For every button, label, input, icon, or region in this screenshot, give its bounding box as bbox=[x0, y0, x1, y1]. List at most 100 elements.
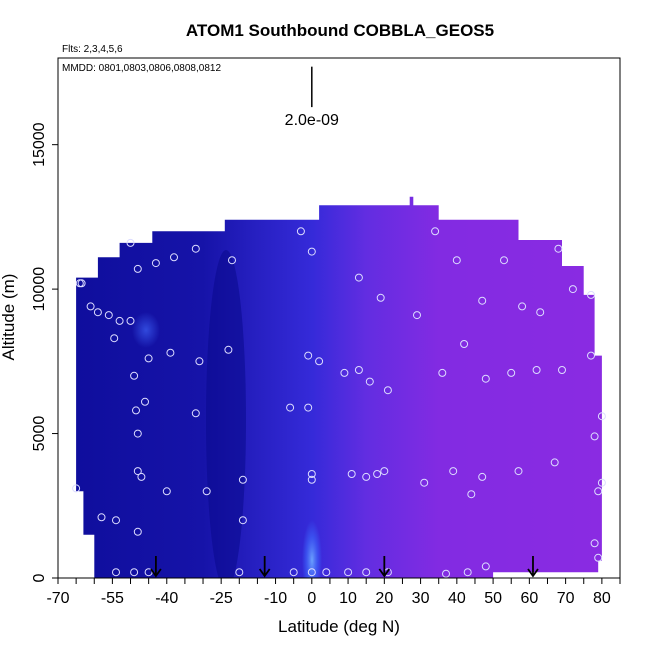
x-tick-label: 50 bbox=[484, 590, 502, 607]
sample-point bbox=[536, 308, 545, 317]
sample-point bbox=[460, 340, 469, 348]
sample-point bbox=[195, 357, 204, 366]
concentration-curtain bbox=[76, 196, 602, 578]
x-tick-label: -40 bbox=[155, 590, 178, 607]
sample-point bbox=[202, 487, 211, 496]
sample-point bbox=[354, 366, 363, 374]
x-tick-label: 0 bbox=[307, 590, 316, 607]
flight-arrow-head bbox=[258, 568, 271, 578]
flight-arrow-head bbox=[150, 568, 162, 578]
x-tick-label: -55 bbox=[101, 590, 124, 607]
x-tick-label: 20 bbox=[375, 590, 393, 607]
sample-point bbox=[126, 238, 135, 247]
sample-point bbox=[587, 290, 595, 299]
x-tick-label: 80 bbox=[593, 590, 611, 607]
x-tick-label: 10 bbox=[339, 590, 357, 607]
low-value-band bbox=[206, 250, 246, 578]
sample-point bbox=[514, 467, 523, 476]
flights-note: Flts: 2,3,4,5,6 bbox=[62, 44, 123, 55]
sample-point bbox=[431, 227, 440, 236]
sample-point bbox=[376, 293, 385, 302]
sample-point bbox=[115, 316, 124, 325]
sample-point bbox=[191, 409, 200, 418]
sample-point bbox=[289, 568, 298, 577]
sample-point bbox=[362, 568, 371, 577]
dates-note: MMDD: 0801,0803,0806,0808,0812 bbox=[62, 63, 221, 74]
sample-point bbox=[340, 368, 349, 377]
sample-point bbox=[166, 348, 175, 357]
x-tick-label: -25 bbox=[210, 590, 233, 607]
sample-point bbox=[144, 354, 153, 363]
sample-point bbox=[500, 256, 508, 265]
sample-point bbox=[130, 568, 139, 577]
sample-point bbox=[481, 374, 490, 383]
sample-point bbox=[104, 311, 113, 320]
sample-point bbox=[452, 256, 461, 265]
x-tick-label: 60 bbox=[520, 590, 538, 607]
sample-point bbox=[97, 513, 106, 522]
sample-point bbox=[304, 403, 313, 412]
sample-point bbox=[420, 478, 429, 487]
sample-point bbox=[224, 345, 233, 354]
sample-point bbox=[344, 568, 353, 577]
sample-point bbox=[286, 403, 295, 412]
sample-point bbox=[133, 527, 142, 536]
y-tick-label: 0 bbox=[31, 573, 48, 582]
sample-point bbox=[130, 371, 139, 380]
sample-point bbox=[191, 244, 200, 253]
x-axis: -70 -55 -40 -25 -10 0 10 20 30 40 50 60 70 80 bbox=[46, 578, 621, 607]
flight-arrow bbox=[527, 556, 539, 578]
sample-point bbox=[238, 516, 247, 525]
sample-point bbox=[587, 351, 595, 360]
sample-point bbox=[362, 472, 371, 481]
sample-point bbox=[597, 478, 606, 487]
y-axis-label: Altitude (m) bbox=[0, 274, 18, 361]
x-tick-label: 70 bbox=[557, 590, 575, 607]
enhancement-blob-mid bbox=[132, 312, 160, 348]
sample-point bbox=[133, 467, 142, 476]
sample-point bbox=[532, 366, 541, 374]
flight-arrows bbox=[150, 556, 539, 578]
sample-point bbox=[162, 487, 171, 496]
sample-point bbox=[170, 253, 178, 262]
sample-point bbox=[307, 568, 316, 577]
sample-point bbox=[438, 368, 447, 377]
sample-point bbox=[354, 273, 363, 282]
flight-arrow bbox=[258, 556, 271, 578]
y-axis: 0 5000 10000 15000 bbox=[31, 122, 58, 582]
plot-frame bbox=[57, 57, 621, 579]
sample-point bbox=[558, 366, 566, 374]
sample-point bbox=[132, 406, 140, 415]
x-axis-label: Latitude (deg N) bbox=[278, 617, 400, 636]
sample-points bbox=[72, 227, 606, 578]
x-tick-label: 40 bbox=[448, 590, 466, 607]
sample-point bbox=[463, 568, 472, 577]
sample-point bbox=[151, 259, 160, 268]
sample-point bbox=[590, 432, 599, 441]
sample-point bbox=[235, 568, 244, 577]
sample-point bbox=[568, 285, 577, 294]
sample-point bbox=[77, 279, 86, 288]
curtain-fill bbox=[76, 196, 602, 578]
sample-point bbox=[238, 475, 247, 484]
sample-point bbox=[380, 467, 389, 476]
flight-arrow-head bbox=[378, 568, 391, 578]
scale-bar-label: 2.0e-09 bbox=[285, 112, 339, 129]
sample-point bbox=[442, 569, 450, 578]
flight-arrow-head bbox=[527, 568, 539, 578]
sample-point bbox=[93, 308, 102, 317]
sample-point bbox=[507, 368, 516, 377]
sample-point bbox=[133, 429, 142, 438]
y-tick-label: 5000 bbox=[31, 416, 48, 452]
x-tick-label: -70 bbox=[46, 590, 69, 607]
x-tick-label: 30 bbox=[412, 590, 430, 607]
sample-point bbox=[307, 247, 316, 256]
x-tick-label: -10 bbox=[264, 590, 287, 607]
sample-point bbox=[86, 302, 95, 311]
sample-point bbox=[550, 458, 559, 467]
sample-point bbox=[228, 256, 236, 265]
sample-point bbox=[373, 470, 382, 478]
sample-point bbox=[365, 377, 374, 386]
y-tick-label: 15000 bbox=[31, 122, 48, 167]
